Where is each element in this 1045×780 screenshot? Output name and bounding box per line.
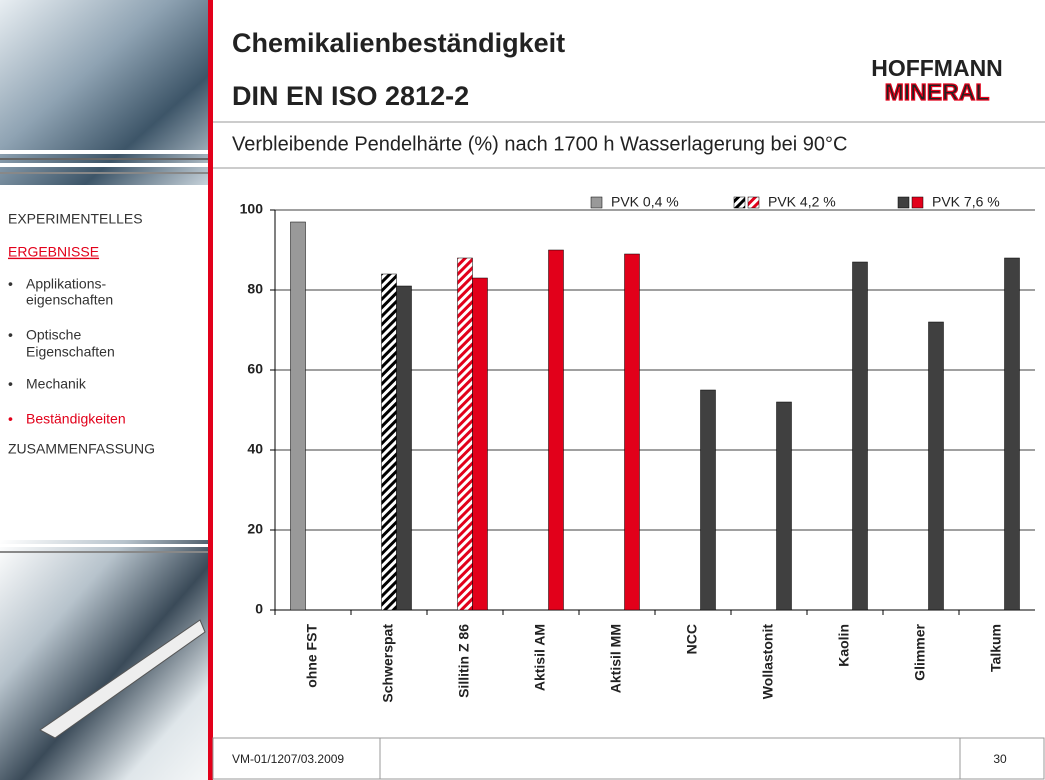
nav-section[interactable]: ZUSAMMENFASSUNG (8, 441, 155, 457)
bullet: • (8, 327, 13, 343)
y-tick-label: 60 (247, 361, 263, 377)
x-tick-label: Schwerspat (380, 624, 396, 703)
legend-label: PVK 0,4 % (611, 194, 679, 210)
legend-swatch (897, 196, 910, 209)
x-tick-label: Wollastonit (760, 624, 776, 700)
bullet: • (8, 276, 13, 292)
bar (381, 273, 397, 611)
y-tick-label: 40 (247, 441, 263, 457)
page-number: 30 (993, 752, 1007, 766)
legend-swatch (733, 196, 746, 209)
bullet: • (8, 376, 13, 392)
nav-item[interactable]: Beständigkeiten (26, 411, 126, 427)
legend-swatch (747, 196, 760, 209)
image-top (0, 0, 210, 185)
legend-swatch (911, 196, 924, 209)
bullet: • (8, 411, 13, 427)
footer-code: VM-01/1207/03.2009 (232, 752, 344, 766)
legend-label: PVK 4,2 % (768, 194, 836, 210)
train (39, 619, 206, 739)
bar (1004, 257, 1020, 611)
y-tick-label: 20 (247, 521, 263, 537)
x-tick-label: Talkum (988, 624, 1004, 672)
y-tick-label: 80 (247, 281, 263, 297)
x-tick-label: ohne FST (304, 624, 320, 688)
nav-section[interactable]: EXPERIMENTELLES (8, 211, 143, 227)
logo: MINERAL (885, 79, 990, 105)
bar (472, 277, 488, 611)
y-tick-label: 100 (240, 201, 264, 217)
legend-swatch (590, 196, 603, 209)
stripes (0, 150, 210, 174)
x-tick-label: NCC (684, 624, 700, 654)
bar (290, 221, 306, 611)
nav-section[interactable]: ERGEBNISSE (8, 244, 99, 260)
bar (457, 257, 473, 611)
chart: 0 20 40 60 80 100 ohne FST Schwerspat Sillitin Z… (240, 194, 1035, 703)
divider (208, 0, 213, 780)
bar (852, 261, 868, 611)
x-tick-label: Aktisil AM (532, 624, 548, 691)
subtitle: Verbleibende Pendelhärte (%) nach 1700 h… (232, 133, 847, 155)
logo: HOFFMANN (871, 55, 1003, 81)
footer-box (212, 737, 1045, 780)
title: DIN EN ISO 2812-2 (232, 81, 469, 111)
image-bottom (0, 540, 210, 780)
legend-label: PVK 7,6 % (932, 194, 1000, 210)
nav-item[interactable]: eigenschaften (26, 292, 113, 308)
bar (928, 321, 944, 611)
x-tick-label: Kaolin (836, 624, 852, 667)
x-tick-label: Sillitin Z 86 (456, 624, 472, 698)
bar (700, 389, 716, 611)
nav-item[interactable]: Optische (26, 327, 81, 343)
nav-item[interactable]: Applikations- (26, 276, 106, 292)
x-tick-label: Aktisil MM (608, 624, 624, 693)
y-tick-label: 0 (255, 601, 263, 617)
bar (548, 249, 564, 611)
title: Chemikalienbeständigkeit (232, 28, 565, 58)
stripes (0, 544, 210, 553)
x-tick-label: Glimmer (912, 623, 928, 680)
bar (624, 253, 640, 611)
nav-item[interactable]: Mechanik (26, 376, 87, 392)
nav-item[interactable]: Eigenschaften (26, 344, 115, 360)
bar (776, 401, 792, 611)
bar (396, 285, 412, 611)
